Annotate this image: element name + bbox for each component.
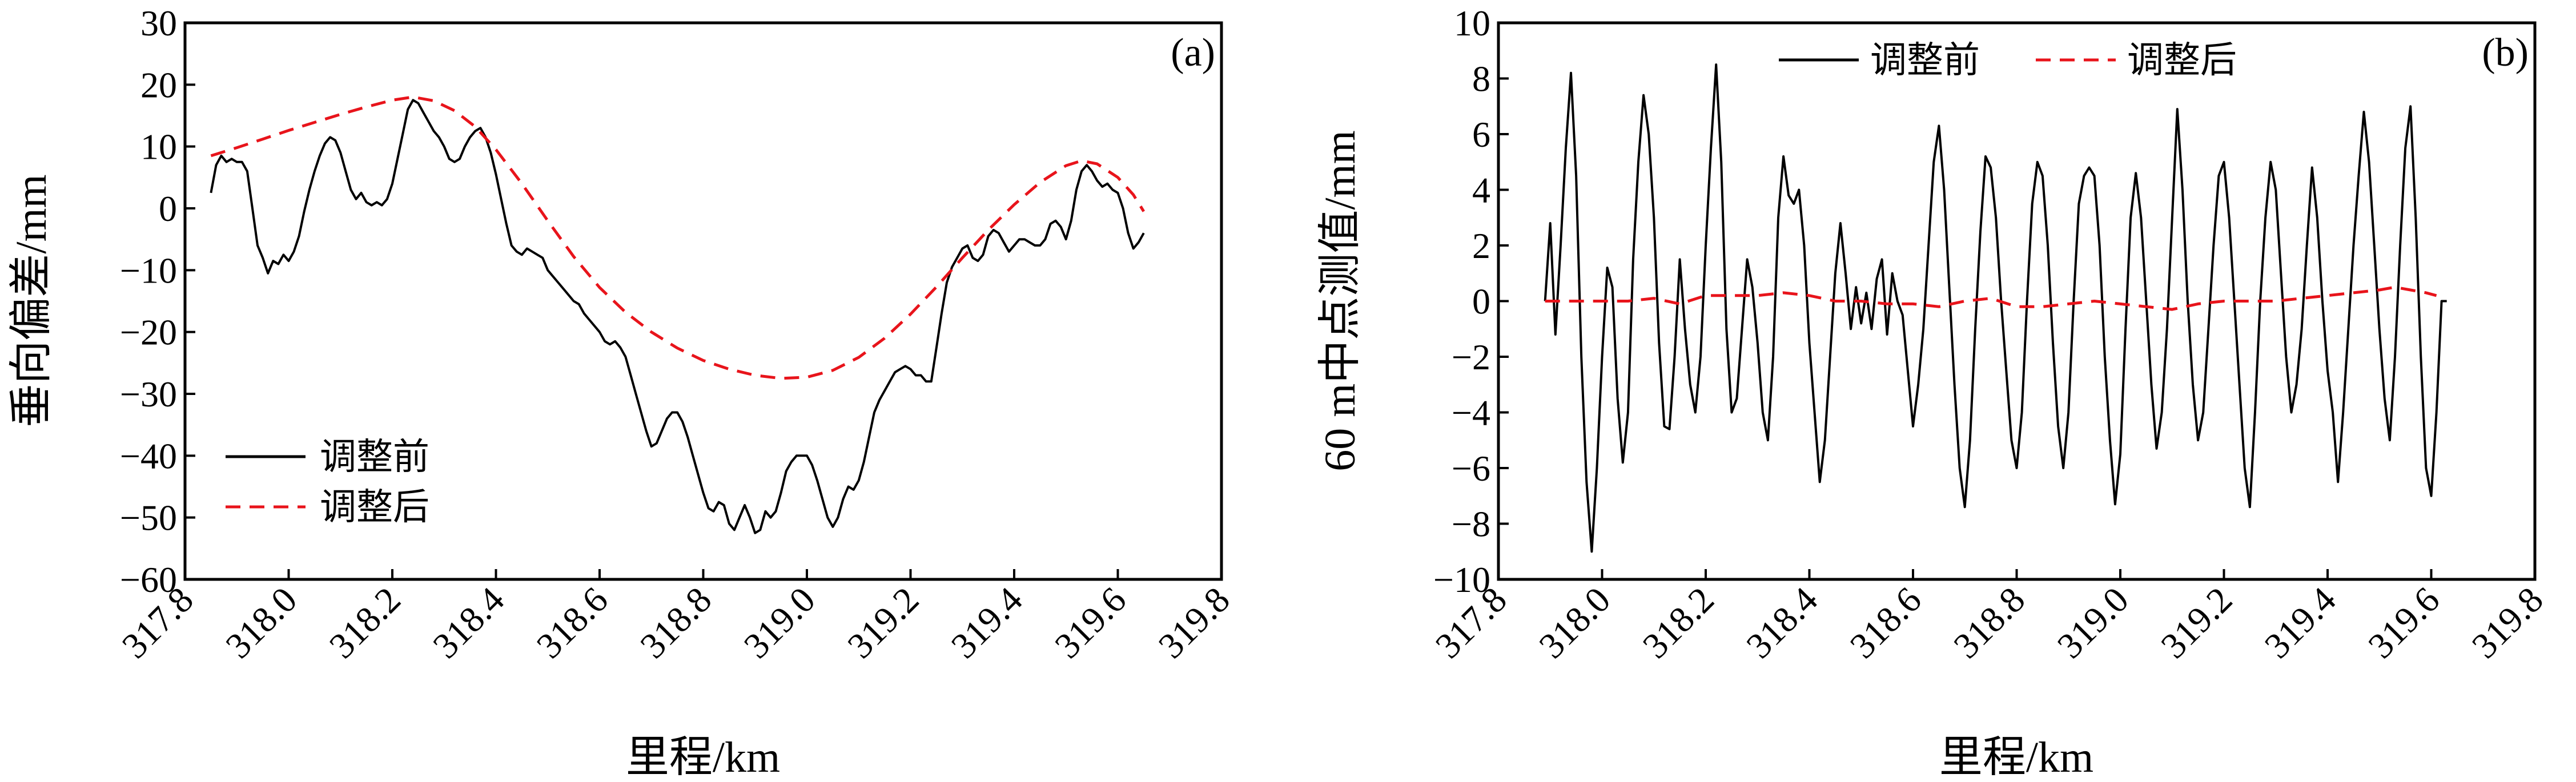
panel-a-x-tick-label: 319.0	[736, 579, 823, 666]
panel-a-x-tick-label: 318.4	[425, 579, 512, 666]
panel-a-chart: 317.8 318.0 318.2 318.4 318.6 318.8 319.0 319.2…	[7, 3, 1237, 781]
panel-a-y-axis-title: 垂向偏差/mm	[7, 174, 55, 427]
panel-b-y-tick-label: −8	[1452, 504, 1490, 545]
panel-a-x-tick-label: 319.6	[1047, 579, 1134, 666]
panel-b-series-before-line	[1544, 63, 2447, 553]
panel-a-y-tick-label: −60	[120, 559, 177, 600]
panel-b-x-tick-label: 318.0	[1531, 579, 1618, 666]
panel-b-frame	[1497, 21, 2537, 581]
panel-b-x-axis-title: 里程/km	[1939, 733, 2093, 781]
panel-b-x-tick-label: 319.6	[2360, 579, 2447, 666]
panel-b-x-tick-label: 319.8	[2464, 579, 2551, 666]
panel-a-y-tick-label: −30	[120, 374, 177, 414]
panel-b-x-ticks: 317.8 318.0 318.2 318.4 318.6 318.8 319.0 319.2…	[1428, 569, 2551, 666]
panel-a-x-tick-label: 318.0	[218, 579, 304, 666]
panel-b-x-tick-label: 318.2	[1635, 579, 1722, 666]
panel-a-y-ticks: 30 20 10 0 −10 −20 −30 −40 −50 −60	[120, 3, 195, 600]
panel-b-y-ticks: 10 8 6 4 2 0 −2 −4 −6 −8 −10	[1433, 3, 1509, 600]
panel-b-legend-before-label: 调整前	[1870, 40, 1980, 80]
panel-a-y-tick-label: 20	[140, 65, 177, 105]
panel-b-x-tick-label: 319.2	[2153, 579, 2240, 666]
panel-b-y-axis-title: 60 m中点测值/mm	[1316, 130, 1364, 471]
panel-a-series-before-line	[210, 99, 1145, 534]
panel-a-legend-before-label: 调整前	[320, 437, 429, 477]
panel-a-y-tick-label: 10	[140, 127, 177, 167]
panel-a-tag: (a)	[1171, 31, 1215, 75]
panel-a-legend-after-label: 调整后	[320, 487, 429, 527]
panel-a-x-axis-title: 里程/km	[626, 733, 780, 781]
panel-b-tag: (b)	[2482, 31, 2529, 75]
panel-a-y-tick-label: −40	[120, 436, 177, 476]
panel-a-x-ticks: 317.8 318.0 318.2 318.4 318.6 318.8 319.0 319.2…	[114, 569, 1237, 666]
panel-b-y-tick-label: −4	[1452, 393, 1490, 433]
panel-a-x-tick-label: 319.8	[1151, 579, 1237, 666]
panel-a-x-tick-label: 318.8	[632, 579, 719, 666]
panel-a-legend: 调整前 调整后	[226, 437, 429, 527]
panel-b-x-tick-label: 318.8	[1946, 579, 2032, 666]
panel-a-series-after-line	[210, 95, 1146, 380]
panel-a-y-tick-label: −50	[120, 498, 177, 538]
panel-b-legend: 调整前 调整后	[1779, 40, 2237, 80]
panel-a-x-tick-label: 319.2	[839, 579, 926, 666]
panel-b-y-tick-label: 0	[1472, 281, 1490, 322]
panel-b-chart: 317.8 318.0 318.2 318.4 318.6 318.8 319.0 319.2…	[1316, 3, 2551, 781]
panel-b-y-tick-label: −10	[1433, 559, 1490, 600]
panel-b-y-tick-label: 8	[1472, 59, 1490, 99]
panel-b-y-tick-label: 6	[1472, 114, 1490, 155]
panel-b-x-tick-label: 318.4	[1738, 579, 1825, 666]
panel-a-y-tick-label: −20	[120, 312, 177, 353]
panel-b-plot-area	[1544, 63, 2447, 553]
panel-a-x-tick-label: 318.2	[322, 579, 408, 666]
panel-b-x-tick-label: 319.0	[2049, 579, 2136, 666]
panel-a-y-tick-label: 0	[159, 188, 177, 229]
panel-a-plot-area	[210, 95, 1146, 534]
panel-b-y-tick-label: 2	[1472, 225, 1490, 266]
panel-b-y-tick-label: −2	[1452, 337, 1490, 377]
panel-b-y-tick-label: 10	[1454, 3, 1490, 43]
panel-a-y-tick-label: −10	[120, 250, 177, 291]
panel-b-x-tick-label: 318.6	[1842, 579, 1929, 666]
panel-a-y-tick-label: 30	[140, 3, 177, 43]
panel-b-x-tick-label: 319.4	[2257, 579, 2344, 666]
panel-a-x-tick-label: 318.6	[529, 579, 616, 666]
panel-b-y-tick-label: −6	[1452, 448, 1490, 489]
panel-b-legend-after-label: 调整后	[2127, 40, 2237, 80]
panel-a-x-tick-label: 319.4	[943, 579, 1030, 666]
panel-b-y-tick-label: 4	[1472, 170, 1490, 211]
